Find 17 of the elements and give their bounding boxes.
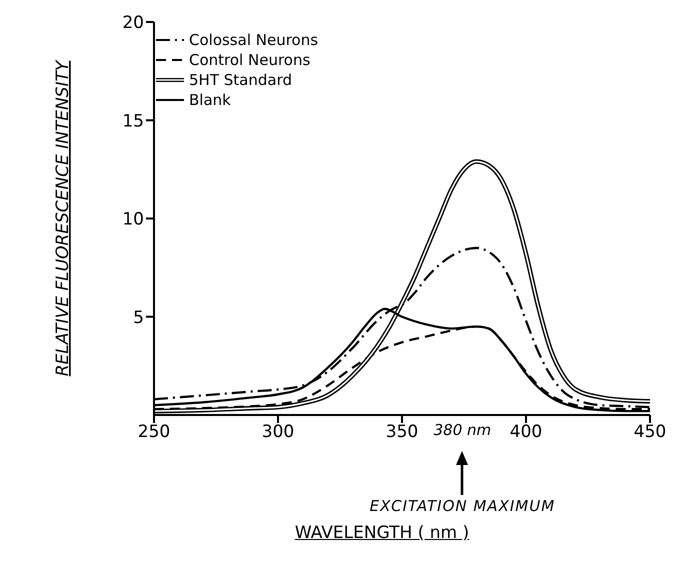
x-tick-label: 250 <box>138 422 170 442</box>
y-tick-label: 15 <box>122 111 144 132</box>
legend-label: Blank <box>189 90 231 110</box>
legend-label: 5HT Standard <box>189 70 292 90</box>
x-tick-label: 400 <box>510 422 542 442</box>
x-tick-label: 300 <box>262 422 294 442</box>
x-axis-title: WAVELENGTH ( nm ) <box>294 523 470 543</box>
text: EXCITATION MAXIMUM <box>368 497 556 515</box>
text: 380 nm <box>432 421 492 439</box>
y-tick-label: 20 <box>122 13 144 34</box>
x-tick-label: 450 <box>634 422 666 442</box>
x-tick-label: 350 <box>386 422 418 442</box>
y-tick-label: 10 <box>122 210 144 230</box>
y-axis-title: RELATIVE FLUORESCENCE INTENSITY <box>53 59 74 376</box>
y-tick-label: 5 <box>133 308 144 328</box>
legend-label: Control Neurons <box>189 50 310 70</box>
legend-label: Colossal Neurons <box>189 30 318 50</box>
